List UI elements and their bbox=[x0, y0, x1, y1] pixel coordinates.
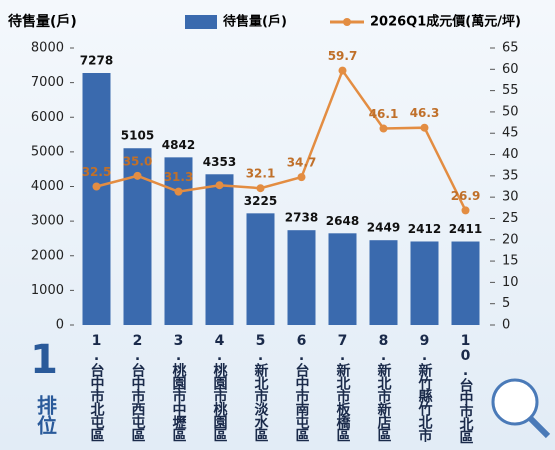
x-tick-label: 4.桃園市桃園區 bbox=[212, 333, 228, 442]
rank-text: 排位 bbox=[34, 394, 58, 435]
bar bbox=[164, 157, 193, 325]
bar bbox=[410, 241, 439, 325]
bar bbox=[82, 72, 111, 325]
x-tick-label: 9.新竹縣竹北市 bbox=[417, 333, 434, 443]
y-tick-label: 5000 bbox=[31, 144, 64, 159]
line-point bbox=[420, 123, 429, 132]
y2-tick-label: 50 bbox=[502, 104, 519, 119]
y2-tick-label: 55 bbox=[502, 83, 519, 98]
line-point bbox=[92, 182, 101, 191]
legend-label: 2026Q1成元價(萬元/坪) bbox=[370, 14, 521, 30]
y2-tick-label: 45 bbox=[502, 126, 519, 141]
y-tick-label: 2000 bbox=[31, 248, 64, 263]
bar bbox=[369, 240, 398, 325]
line-point bbox=[379, 124, 388, 133]
x-tick-label: 7.新北市板橋區 bbox=[335, 333, 351, 442]
x-tick-label: 10.台中市北區 bbox=[458, 333, 474, 444]
y2-tick-label: 15 bbox=[502, 254, 519, 269]
value-label: 2738 bbox=[285, 211, 318, 225]
magnifier-icon bbox=[491, 378, 539, 426]
y-tick-label: 7000 bbox=[31, 75, 64, 90]
magnifier-handle bbox=[527, 415, 551, 439]
y2-tick-label: 10 bbox=[502, 275, 519, 290]
value-label: 2411 bbox=[449, 222, 482, 236]
y-tick-label: 0 bbox=[56, 318, 64, 333]
x-tick-label: 5.新北市淡水區 bbox=[253, 333, 269, 442]
x-tick-label: 1.台中市北屯區 bbox=[89, 333, 105, 442]
legend-swatch bbox=[185, 15, 217, 29]
value-label: 3225 bbox=[244, 194, 277, 208]
line-label: 31.3 bbox=[164, 170, 194, 184]
bar bbox=[451, 241, 480, 325]
line-point bbox=[461, 206, 470, 215]
legend-label: 待售量(戶) bbox=[222, 14, 287, 30]
value-label: 5105 bbox=[121, 129, 154, 143]
line-label: 46.3 bbox=[410, 106, 440, 120]
line-label: 32.5 bbox=[82, 165, 112, 179]
line-label: 34.7 bbox=[287, 156, 317, 170]
value-label: 7278 bbox=[80, 53, 113, 67]
y2-tick-label: 5 bbox=[502, 296, 510, 311]
y-tick-label: 8000 bbox=[31, 41, 64, 56]
legend-swatch bbox=[343, 18, 351, 26]
y2-tick-label: 40 bbox=[502, 147, 519, 162]
y2-tick-label: 20 bbox=[502, 232, 519, 247]
line-point bbox=[215, 181, 224, 190]
line-label: 46.1 bbox=[369, 107, 399, 121]
line-point bbox=[174, 187, 183, 196]
y-tick-label: 4000 bbox=[31, 179, 64, 194]
y2-tick-label: 25 bbox=[502, 211, 519, 226]
line-point bbox=[133, 171, 142, 180]
line-label: 32.1 bbox=[246, 167, 276, 181]
x-tick-label: 2.台中市西屯區 bbox=[130, 333, 146, 442]
x-tick-label: 3.桃園市中壢區 bbox=[171, 333, 187, 442]
line-point bbox=[338, 66, 347, 75]
value-label: 2449 bbox=[367, 221, 400, 235]
line-label: 35.0 bbox=[123, 154, 153, 168]
bar bbox=[205, 174, 234, 325]
y-tick-label: 3000 bbox=[31, 214, 64, 229]
value-label: 4842 bbox=[162, 138, 195, 152]
line-label: 26.9 bbox=[451, 189, 481, 203]
y2-tick-label: 35 bbox=[502, 168, 519, 183]
y-tick-label: 6000 bbox=[31, 110, 64, 125]
bar bbox=[328, 233, 357, 325]
y2-tick-label: 65 bbox=[502, 41, 519, 56]
y-axis-label: 待售量(戶) bbox=[8, 13, 77, 30]
y2-tick-label: 30 bbox=[502, 190, 519, 205]
bar bbox=[287, 230, 316, 325]
x-tick-label: 6.台中市南屯區 bbox=[294, 333, 310, 442]
rank-number: 1 bbox=[30, 337, 58, 383]
y-tick-label: 1000 bbox=[31, 283, 64, 298]
line-point bbox=[297, 173, 306, 182]
line bbox=[96, 67, 467, 211]
x-tick-label: 8.新北市新店區 bbox=[376, 333, 392, 442]
y2-tick-label: 0 bbox=[502, 318, 510, 333]
value-label: 4353 bbox=[203, 155, 236, 169]
y2-tick-label: 60 bbox=[502, 62, 519, 77]
line-label: 59.7 bbox=[328, 49, 358, 63]
value-label: 2412 bbox=[408, 222, 441, 236]
bar bbox=[246, 213, 275, 325]
value-label: 2648 bbox=[326, 214, 359, 228]
line-point bbox=[256, 184, 265, 193]
